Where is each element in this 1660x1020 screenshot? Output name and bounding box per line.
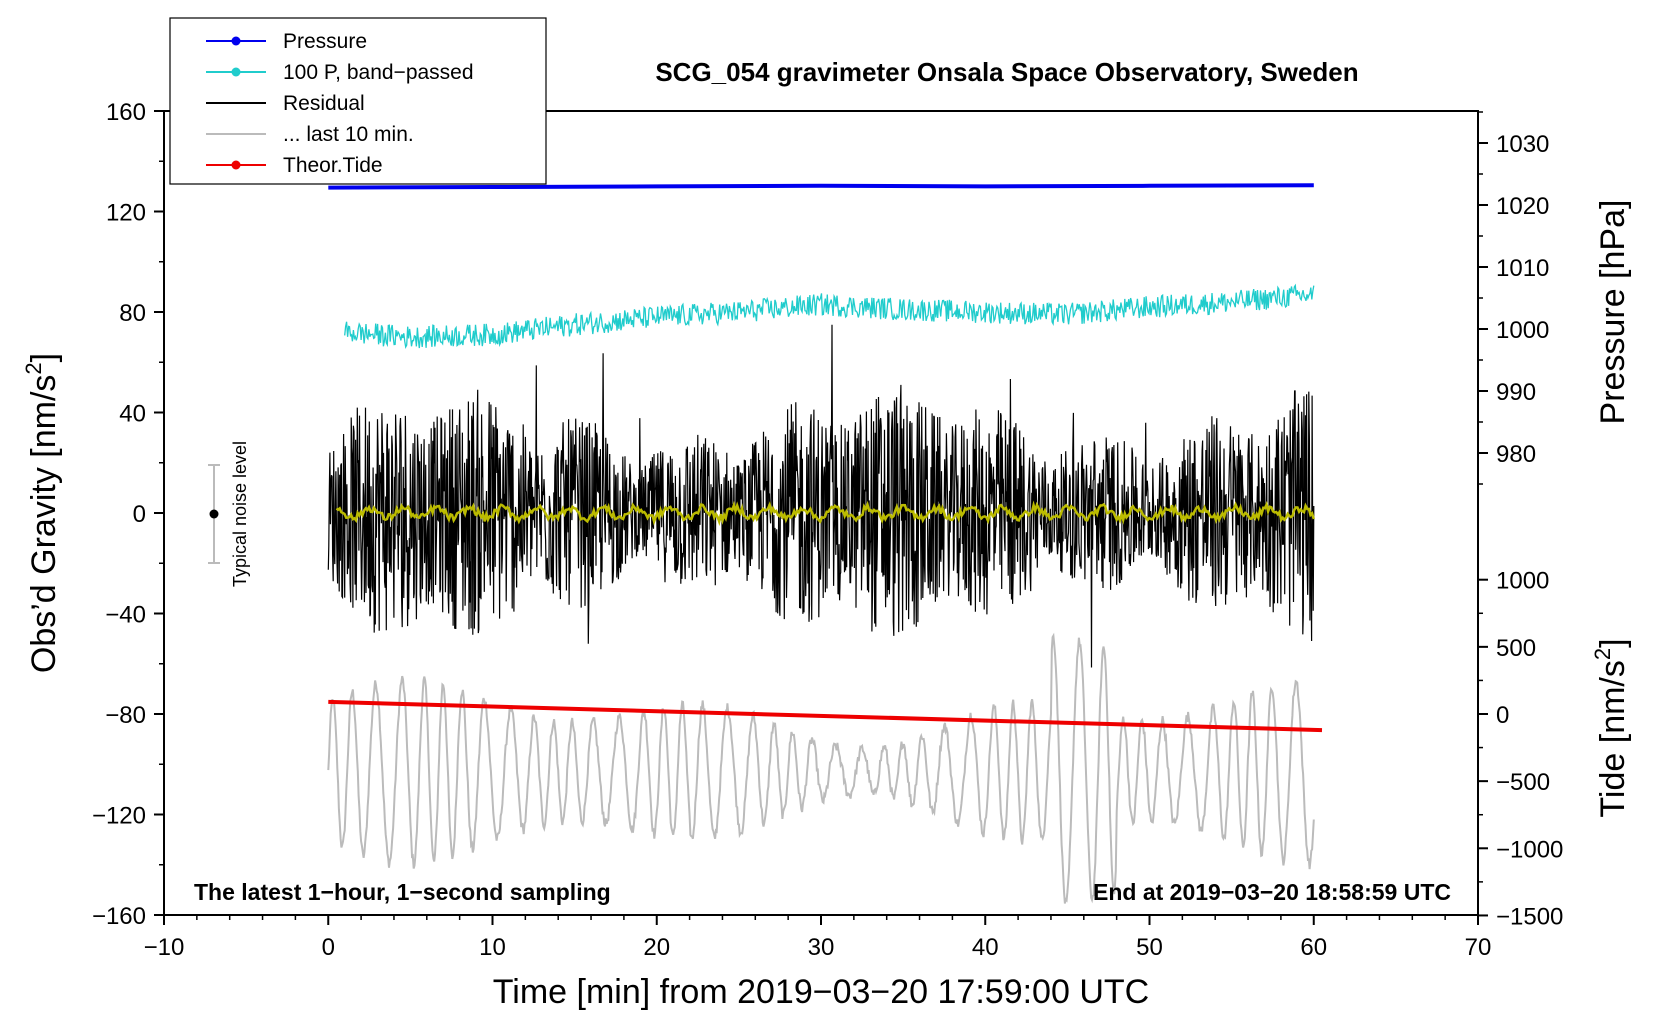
x-tick-label: 40 xyxy=(972,934,999,961)
y-left-tick-label: −80 xyxy=(105,702,146,729)
x-tick-label: 0 xyxy=(322,934,335,961)
x-axis: −10 0 10 20 30 40 50 60 70 xyxy=(144,915,1492,961)
chart-title: SCG_054 gravimeter Onsala Space Observat… xyxy=(655,57,1358,87)
x-tick-label: 60 xyxy=(1300,934,1327,961)
legend-label: ... last 10 min. xyxy=(283,123,414,146)
annotation-end-time: End at 2019−03−20 18:58:59 UTC xyxy=(1093,879,1451,905)
series-theoretical-tide xyxy=(328,699,1323,733)
x-tick-label: 30 xyxy=(808,934,835,961)
y-left-axis-title: Obs’d Gravity [nm/s2] xyxy=(21,353,63,673)
y-axis-pressure: 980 990 1000 1010 1020 1030 xyxy=(1478,111,1549,485)
y-tide-tick-label: 500 xyxy=(1496,635,1536,662)
annotation-sampling: The latest 1−hour, 1−second sampling xyxy=(194,879,611,905)
legend-label: Pressure xyxy=(283,30,367,53)
legend-label: Theor.Tide xyxy=(283,154,383,177)
x-tick-label: −10 xyxy=(144,934,185,961)
y-left-tick-label: 120 xyxy=(106,200,146,227)
legend-label: 100 P, band−passed xyxy=(283,61,474,84)
y-tide-tick-label: −500 xyxy=(1496,769,1550,796)
legend-marker xyxy=(231,160,241,170)
y-pressure-tick-label: 980 xyxy=(1496,441,1536,468)
x-tick-label: 70 xyxy=(1465,934,1492,961)
y-left-tick-label: −120 xyxy=(92,803,146,830)
y-left-tick-label: 40 xyxy=(119,401,146,428)
series-residual xyxy=(327,324,1315,668)
y-left-tick-label: −40 xyxy=(105,602,146,629)
noise-indicator: Typical noise level xyxy=(208,441,250,587)
y-left-tick-label: 80 xyxy=(119,300,146,327)
series-smoothed-residual xyxy=(335,500,1315,527)
x-axis-title: Time [min] from 2019−03−20 17:59:00 UTC xyxy=(493,973,1149,1011)
y-tide-tick-label: 0 xyxy=(1496,702,1509,729)
y-pressure-tick-label: 1010 xyxy=(1496,255,1549,282)
legend-marker xyxy=(231,36,241,46)
y-tide-tick-label: −1500 xyxy=(1496,903,1563,930)
x-tick-label: 50 xyxy=(1136,934,1163,961)
series-last-10-min xyxy=(327,632,1315,904)
x-tick-label: 10 xyxy=(479,934,506,961)
y-tide-axis-title: Tide [nm/s2] xyxy=(1590,638,1632,817)
legend-marker xyxy=(231,67,241,77)
y-tide-tick-label: −1000 xyxy=(1496,836,1563,863)
y-pressure-tick-label: 1030 xyxy=(1496,131,1549,158)
y-pressure-axis-title: Pressure [hPa] xyxy=(1594,200,1632,425)
noise-label: Typical noise level xyxy=(230,441,250,587)
y-left-tick-label: 160 xyxy=(106,99,146,126)
y-left-tick-label: 0 xyxy=(133,501,146,528)
legend-box xyxy=(169,17,547,185)
y-pressure-tick-label: 1000 xyxy=(1496,317,1549,344)
y-pressure-tick-label: 1020 xyxy=(1496,193,1549,220)
y-axis-tide: −1500 −1000 −500 0 500 1000 xyxy=(1478,568,1563,930)
legend: Pressure 100 P, band−passed Residual ... la… xyxy=(169,17,547,185)
x-tick-label: 20 xyxy=(643,934,670,961)
data-layer xyxy=(327,183,1323,904)
legend-label: Residual xyxy=(283,92,365,115)
y-tide-tick-label: 1000 xyxy=(1496,568,1549,595)
noise-dot xyxy=(209,509,219,519)
y-axis-left: −160 −120 −80 −40 0 40 80 120 160 xyxy=(92,99,164,930)
series-pressure xyxy=(328,183,1314,190)
y-left-tick-label: −160 xyxy=(92,903,146,930)
series-band-passed-pressure xyxy=(344,283,1315,350)
y-pressure-tick-label: 990 xyxy=(1496,379,1536,406)
